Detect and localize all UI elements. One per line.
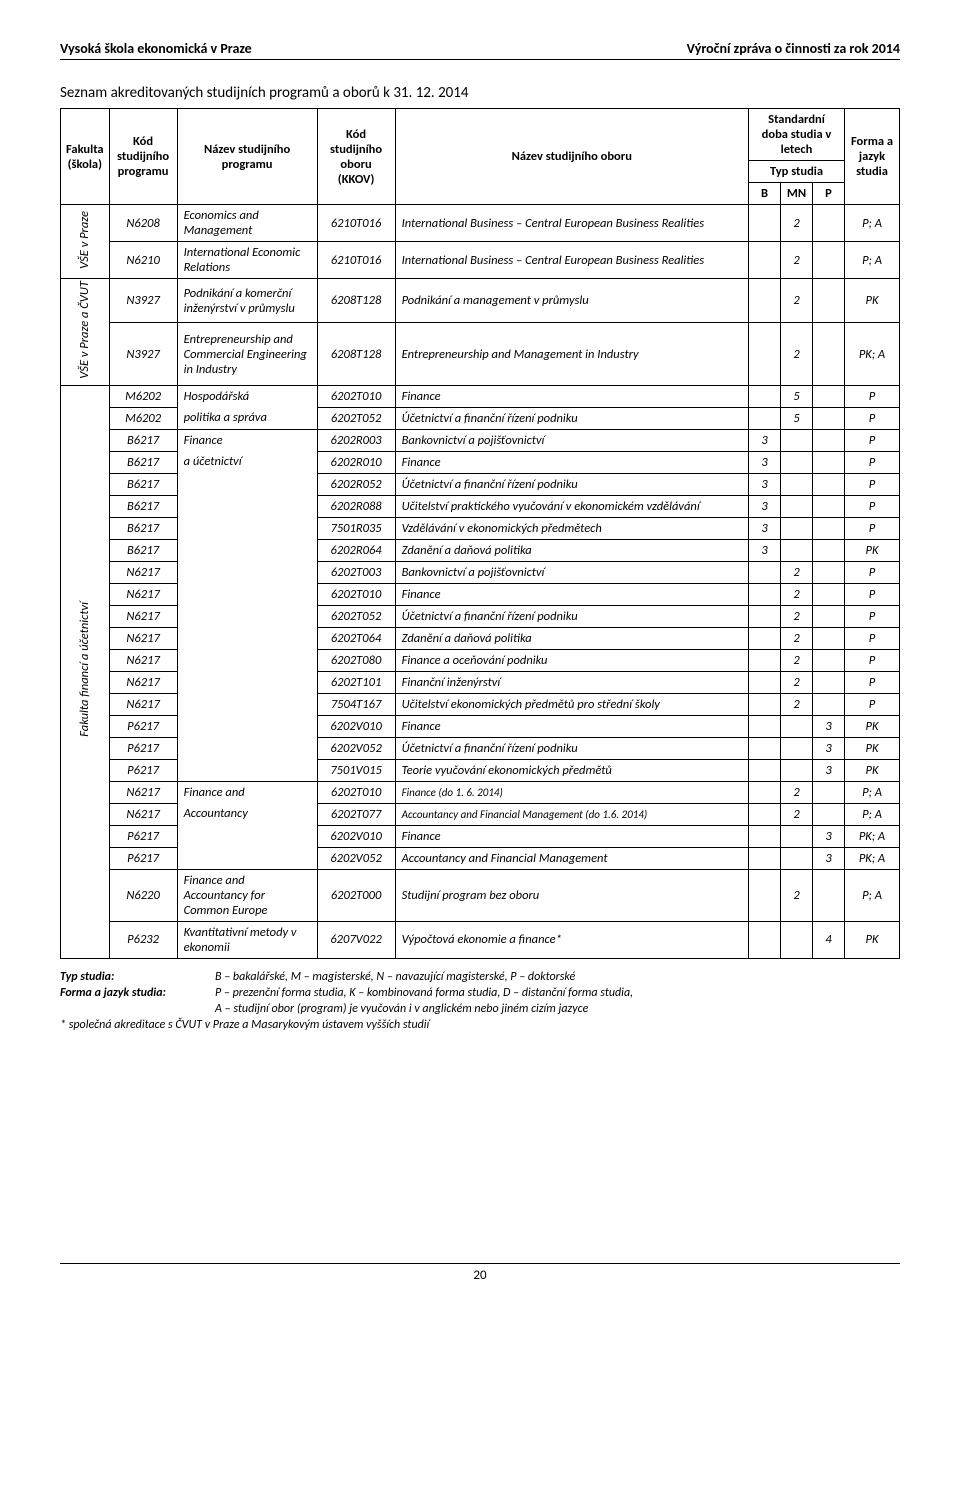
faculty-cell: Fakulta financí a účetnictví xyxy=(61,385,110,958)
col-typ: Typ studia xyxy=(749,161,845,183)
col-nazev-obor: Název studijního oboru xyxy=(395,109,748,205)
col-b: B xyxy=(749,183,781,205)
col-kkov: Kód studijního oboru (KKOV) xyxy=(317,109,395,205)
faculty-cell: VŠE v Praze xyxy=(61,205,110,279)
col-nazev-prog: Název studijního programu xyxy=(177,109,317,205)
table-row: N6217 Finance and 6202T010 Finance (do 1… xyxy=(61,781,900,803)
table-row: VŠE v Praze a ČVUT N3927 Podnikání a kom… xyxy=(61,279,900,323)
table-row: B6217 a účetnictví 6202R010 Finance 3 P xyxy=(61,451,900,473)
legend: Typ studia: B – bakalářské, M – magister… xyxy=(60,969,900,1034)
header-left: Vysoká škola ekonomická v Praze xyxy=(60,40,252,57)
col-p: P xyxy=(813,183,845,205)
table-row: P6232 Kvantitativní metody v ekonomii 62… xyxy=(61,921,900,958)
table-row: N3927 Entrepreneurship and Commercial En… xyxy=(61,323,900,385)
table-title: Seznam akreditovaných studijních program… xyxy=(60,84,900,102)
faculty-cell: VŠE v Praze a ČVUT xyxy=(61,279,110,386)
col-std-doba: Standardní doba studia v letech xyxy=(749,109,845,161)
table-row: M6202 politika a správa 6202T052 Účetnic… xyxy=(61,407,900,429)
col-kod-prog: Kód studijního programu xyxy=(109,109,177,205)
page-header: Vysoká škola ekonomická v Praze Výroční … xyxy=(60,40,900,60)
legend-forma-text2: A – studijní obor (program) je vyučován … xyxy=(215,1001,588,1017)
table-row: B6217 Finance 6202R003 Bankovnictví a po… xyxy=(61,429,900,451)
table-row: N6210 International Economic Relations 6… xyxy=(61,242,900,279)
legend-note: * společná akreditace s ČVUT v Praze a M… xyxy=(60,1017,900,1033)
table-row: Fakulta financí a účetnictví M6202 Hospo… xyxy=(61,385,900,407)
programs-table: Fakulta (škola) Kód studijního programu … xyxy=(60,108,900,959)
legend-forma-text: P – prezenční forma studia, K – kombinov… xyxy=(215,985,633,1001)
col-mn: MN xyxy=(781,183,813,205)
page-number: 20 xyxy=(473,1268,486,1283)
legend-typ-text: B – bakalářské, M – magisterské, N – nav… xyxy=(215,969,575,985)
page-footer: 20 xyxy=(60,1263,900,1283)
table-row: N6220 Finance and Accountancy for Common… xyxy=(61,869,900,921)
table-row: N6217 Accountancy 6202T077 Accountancy a… xyxy=(61,803,900,825)
legend-forma-label: Forma a jazyk studia: xyxy=(60,985,215,1001)
col-forma: Forma a jazyk studia xyxy=(845,109,900,205)
legend-typ-label: Typ studia: xyxy=(60,969,215,985)
header-right: Výroční zpráva o činnosti za rok 2014 xyxy=(687,40,900,57)
col-fakulta: Fakulta (škola) xyxy=(61,109,110,205)
table-row: VŠE v Praze N6208 Economics and Manageme… xyxy=(61,205,900,242)
